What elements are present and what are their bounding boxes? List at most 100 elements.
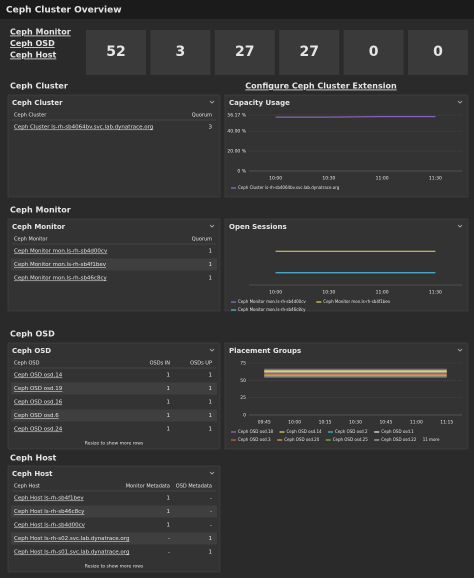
panel-title: Placement Groups <box>229 347 301 355</box>
table-cell: 1 <box>209 386 213 392</box>
y-tick-label: 50 <box>240 378 246 384</box>
section-link[interactable]: Configure Ceph Cluster Extension <box>245 82 397 91</box>
y-tick-label: 25 <box>240 395 246 401</box>
column-header: Ceph Cluster <box>14 113 47 119</box>
column-header: Ceph Monitor <box>14 237 48 243</box>
table-cell: 1 <box>167 400 171 406</box>
row-link[interactable]: Ceph OSD osd.19 <box>14 386 63 392</box>
x-tick-label: 10:45 <box>379 420 392 426</box>
table-cell: 1 <box>209 427 213 433</box>
nav-link[interactable]: Ceph Monitor <box>10 28 71 37</box>
panel <box>8 343 220 449</box>
row-link[interactable]: Ceph OSD osd.14 <box>14 373 63 379</box>
panel <box>8 466 220 572</box>
row-link[interactable]: Ceph Host ls-rh-sb46c8cy <box>14 509 85 515</box>
column-header: Monitor Metadata <box>126 484 170 490</box>
column-header: OSD Metadata <box>176 484 212 490</box>
table-cell: 1 <box>209 373 213 379</box>
x-tick-label: 11:00 <box>376 176 389 182</box>
panel <box>225 95 468 197</box>
table-cell: - <box>210 509 212 515</box>
y-tick-label: 0 <box>243 413 246 419</box>
table-cell: 3 <box>209 125 213 131</box>
nav-link[interactable]: Ceph Host <box>10 51 56 60</box>
legend-label[interactable]: Ceph OSD osd.25 <box>333 437 369 442</box>
panel-title: Open Sessions <box>229 223 287 231</box>
panel-title: Ceph Host <box>12 470 53 478</box>
legend-label[interactable]: Ceph Cluster ls-rh-sb4064bv.svc.lab.dyna… <box>238 185 340 190</box>
table-cell: - <box>168 536 170 542</box>
table-cell: 1 <box>209 550 213 556</box>
x-tick-label: 10:30 <box>322 176 335 182</box>
panel-title: Ceph Monitor <box>12 223 66 231</box>
tile-value: 0 <box>433 44 443 60</box>
legend-more[interactable]: 11 more <box>423 437 440 442</box>
table-cell: 1 <box>209 413 213 419</box>
row-link[interactable]: Ceph Monitor mon.ls-rh-sb4d00cv <box>14 249 108 255</box>
tile-value: 52 <box>106 44 125 60</box>
table-cell: 1 <box>209 249 213 255</box>
y-tick-label: 40.00 % <box>227 129 246 135</box>
row-link[interactable]: Ceph Host ls-rh-s01.svc.lab.dynatrace.or… <box>14 550 129 556</box>
row-link[interactable]: Ceph Cluster ls-rh-sb4064bv.svc.lab.dyna… <box>14 125 153 131</box>
x-tick-label: 10:00 <box>269 290 282 296</box>
nav-link[interactable]: Ceph OSD <box>10 39 55 48</box>
row-link[interactable]: Ceph OSD osd.24 <box>14 427 63 433</box>
x-tick-label: 10:15 <box>319 420 332 426</box>
table-cell: 1 <box>167 427 171 433</box>
row-link[interactable]: Ceph Host ls-rh-sb4d00cv <box>14 523 86 529</box>
panel-title: Ceph OSD <box>12 347 51 355</box>
x-tick-label: 11:30 <box>429 290 442 296</box>
legend-label[interactable]: Ceph OSD osd.3 <box>238 437 271 442</box>
x-tick-label: 10:30 <box>322 290 335 296</box>
legend-label[interactable]: Ceph OSD osd.1 <box>381 429 414 434</box>
y-tick-label: 56.17 % <box>227 113 246 119</box>
row-link[interactable]: Ceph Host ls-rh-sb4f1bev <box>14 496 84 502</box>
x-tick-label: 11:15 <box>440 420 453 426</box>
legend-label[interactable]: Ceph OSD osd.20 <box>284 437 320 442</box>
legend-label[interactable]: Ceph Monitor mon.ls-rh-sb46c8cy <box>238 307 306 312</box>
table-cell: - <box>210 523 212 529</box>
tile-value: 27 <box>299 44 318 60</box>
table-cell: - <box>210 496 212 502</box>
legend-label[interactable]: Ceph Monitor mon.ls-rh-sb4d00cv <box>238 299 306 304</box>
table-cell: 1 <box>167 373 171 379</box>
x-tick-label: 11:00 <box>376 290 389 296</box>
table-cell: 1 <box>167 496 171 502</box>
y-tick-label: 20.00 % <box>227 149 246 155</box>
panel <box>225 219 468 311</box>
y-tick-label: 0 % <box>237 169 246 175</box>
row-link[interactable]: Ceph Host ls-rh-s02.svc.lab.dynatrace.or… <box>14 536 129 542</box>
row-link[interactable]: Ceph Monitor mon.ls-rh-sb46c8cy <box>14 276 107 282</box>
table-cell: 1 <box>167 386 171 392</box>
legend-label[interactable]: Ceph Monitor mon.ls-rh-sb4f1bev <box>323 299 391 304</box>
column-header: OSDs UP <box>190 361 212 367</box>
x-tick-label: 09:45 <box>258 420 271 426</box>
legend-label[interactable]: Ceph OSD osd.2 <box>335 429 368 434</box>
legend-label[interactable]: Ceph OSD osd.22 <box>381 437 417 442</box>
column-header: Quorum <box>192 237 212 243</box>
row-link[interactable]: Ceph OSD osd.16 <box>14 400 63 406</box>
section-title: Ceph Host <box>10 454 56 463</box>
panel <box>8 95 220 197</box>
x-tick-label: 11:00 <box>410 420 423 426</box>
x-tick-label: 10:30 <box>349 420 362 426</box>
table-footer: Resize to show more rows <box>85 564 144 570</box>
table-cell: 1 <box>209 400 213 406</box>
panel-title: Ceph Cluster <box>12 99 63 107</box>
row-link[interactable]: Ceph OSD osd.6 <box>14 413 59 419</box>
x-tick-label: 11:30 <box>429 176 442 182</box>
column-header: OSDs IN <box>150 361 171 367</box>
column-header: Ceph OSD <box>14 361 40 367</box>
tile-value: 27 <box>235 44 254 60</box>
y-tick-label: 75 <box>240 361 246 367</box>
legend-label[interactable]: Ceph OSD osd.18 <box>238 429 274 434</box>
row-link[interactable]: Ceph Monitor mon.ls-rh-sb4f1bev <box>14 262 107 268</box>
table-cell: 1 <box>209 276 213 282</box>
column-header: Ceph Host <box>14 484 40 490</box>
table-cell: 1 <box>167 523 171 529</box>
legend-label[interactable]: Ceph OSD osd.14 <box>287 429 323 434</box>
table-cell: 1 <box>209 262 213 268</box>
table-cell: - <box>168 550 170 556</box>
